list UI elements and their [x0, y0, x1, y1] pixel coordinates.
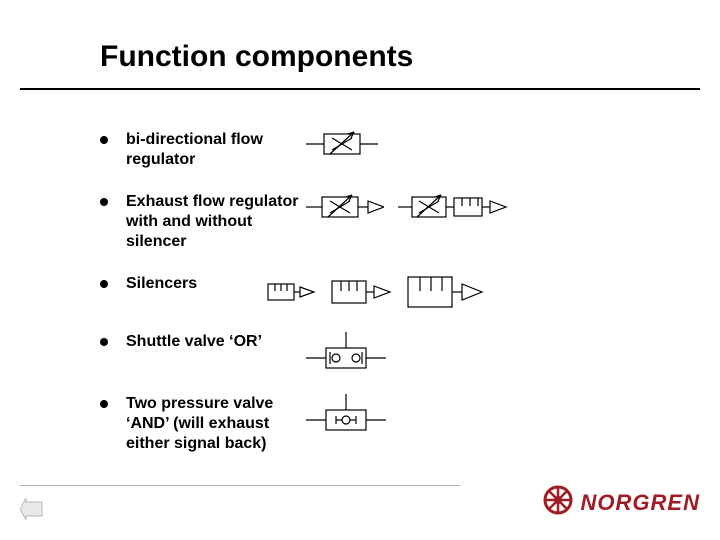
exhaust-regulator-silencer-symbol	[398, 192, 508, 222]
symbol-group	[306, 332, 386, 372]
list-item: Two pressure valve ‘AND’ (will exhaust e…	[100, 394, 690, 454]
logo-mark-icon	[543, 485, 573, 520]
symbol-group	[306, 394, 386, 434]
silencer-large-symbol	[406, 274, 484, 310]
item-label: Shuttle valve ‘OR’	[126, 332, 306, 352]
silencer-medium-symbol	[330, 277, 392, 307]
silencer-small-symbol	[266, 279, 316, 305]
list-item: Silencers	[100, 274, 690, 310]
item-label: Two pressure valve ‘AND’ (will exhaust e…	[126, 394, 306, 454]
footer: NORGREN	[20, 485, 700, 520]
exhaust-regulator-symbol	[306, 193, 384, 221]
flow-regulator-symbol	[306, 130, 378, 158]
list-item: bi-directional flow regulator	[100, 130, 690, 170]
brand-logo: NORGREN	[543, 485, 700, 520]
brand-name: NORGREN	[581, 490, 700, 516]
shuttle-valve-or-symbol	[306, 332, 386, 372]
bullet-icon	[100, 280, 108, 288]
symbol-group	[306, 192, 508, 222]
slide-title: Function components	[0, 40, 720, 88]
item-label: Exhaust flow regulator with and without …	[126, 192, 306, 252]
symbol-group	[306, 130, 378, 158]
bullet-icon	[100, 400, 108, 408]
bullet-icon	[100, 338, 108, 346]
prev-arrow-icon[interactable]	[20, 498, 44, 520]
symbol-group	[266, 274, 484, 310]
item-label: bi-directional flow regulator	[126, 130, 306, 170]
bullet-icon	[100, 198, 108, 206]
list-item: Shuttle valve ‘OR’	[100, 332, 690, 372]
list-item: Exhaust flow regulator with and without …	[100, 192, 690, 252]
bullet-icon	[100, 136, 108, 144]
slide: Function components bi-directional flow …	[0, 0, 720, 540]
two-pressure-valve-and-symbol	[306, 394, 386, 434]
content-area: bi-directional flow regulator	[0, 90, 720, 454]
